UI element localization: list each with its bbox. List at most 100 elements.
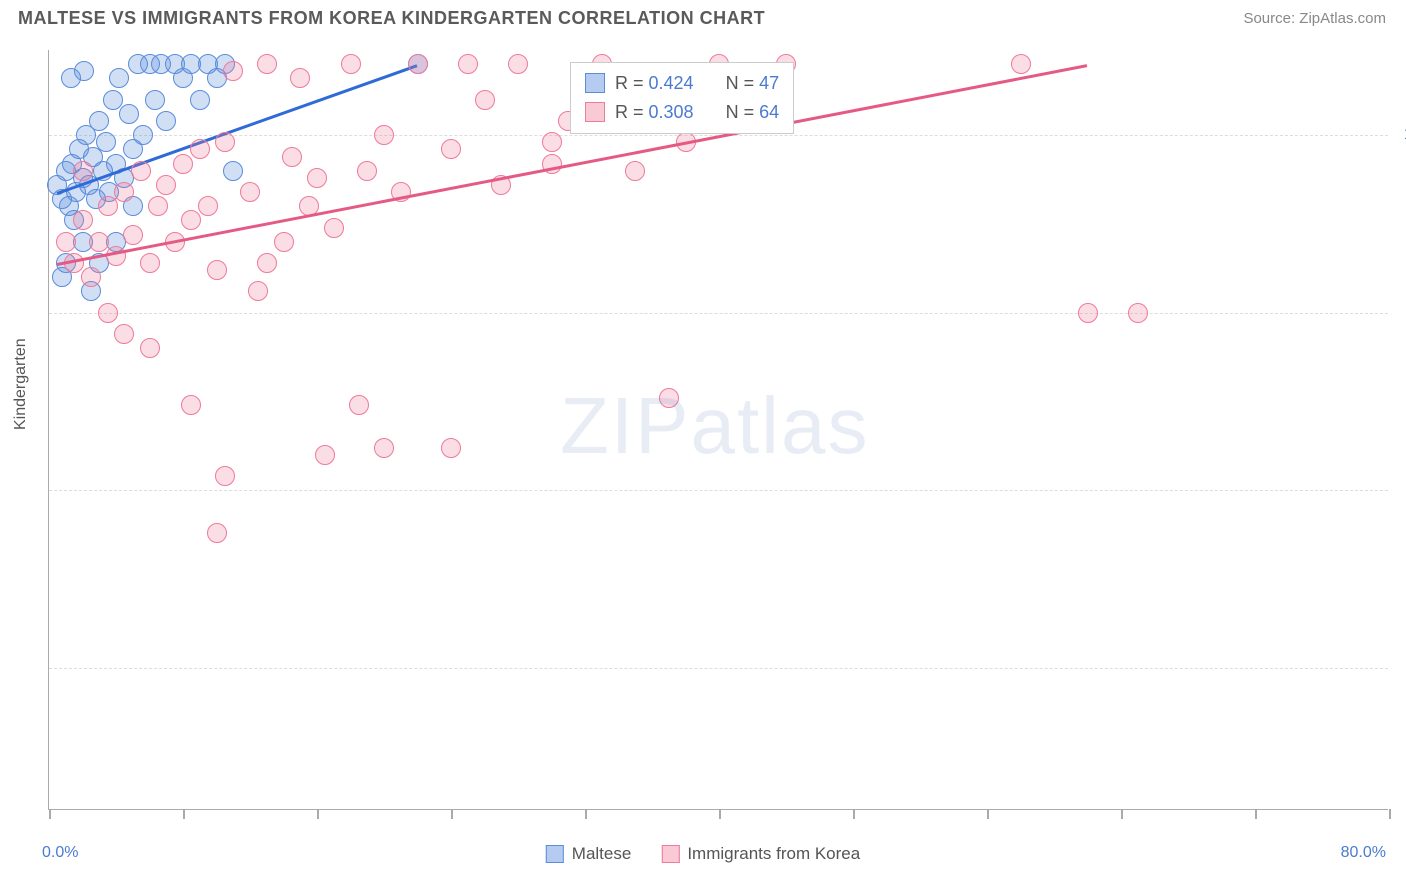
scatter-point bbox=[109, 68, 129, 88]
x-tick bbox=[719, 809, 721, 819]
scatter-point bbox=[207, 260, 227, 280]
scatter-point bbox=[74, 61, 94, 81]
scatter-point bbox=[441, 139, 461, 159]
scatter-point bbox=[357, 161, 377, 181]
scatter-point bbox=[131, 161, 151, 181]
legend-bottom: Maltese Immigrants from Korea bbox=[546, 844, 860, 864]
stats-swatch bbox=[585, 102, 605, 122]
scatter-point bbox=[374, 438, 394, 458]
legend-item: Immigrants from Korea bbox=[661, 844, 860, 864]
x-tick bbox=[853, 809, 855, 819]
scatter-point bbox=[374, 125, 394, 145]
scatter-point bbox=[223, 161, 243, 181]
scatter-point bbox=[114, 182, 134, 202]
scatter-point bbox=[103, 90, 123, 110]
scatter-point bbox=[215, 132, 235, 152]
x-axis-min-label: 0.0% bbox=[42, 844, 78, 862]
x-tick bbox=[183, 809, 185, 819]
scatter-point bbox=[1128, 303, 1148, 323]
scatter-point bbox=[89, 111, 109, 131]
gridline-horizontal bbox=[49, 490, 1388, 491]
scatter-point bbox=[156, 175, 176, 195]
scatter-point bbox=[81, 267, 101, 287]
scatter-point bbox=[659, 388, 679, 408]
scatter-point bbox=[181, 210, 201, 230]
stats-r-label: R = 0.424 bbox=[615, 69, 694, 98]
scatter-point bbox=[441, 438, 461, 458]
stats-row: R = 0.424 N = 47 bbox=[585, 69, 779, 98]
scatter-point bbox=[190, 90, 210, 110]
scatter-point bbox=[73, 161, 93, 181]
scatter-point bbox=[274, 232, 294, 252]
scatter-point bbox=[133, 125, 153, 145]
legend-label: Immigrants from Korea bbox=[687, 844, 860, 864]
scatter-point bbox=[140, 253, 160, 273]
scatter-point bbox=[114, 324, 134, 344]
scatter-point bbox=[89, 232, 109, 252]
scatter-point bbox=[145, 90, 165, 110]
scatter-point bbox=[1011, 54, 1031, 74]
scatter-point bbox=[98, 196, 118, 216]
scatter-point bbox=[257, 54, 277, 74]
source-label: Source: ZipAtlas.com bbox=[1243, 10, 1386, 27]
scatter-point bbox=[307, 168, 327, 188]
scatter-point bbox=[96, 132, 116, 152]
scatter-point bbox=[248, 281, 268, 301]
x-axis-max-label: 80.0% bbox=[1341, 844, 1386, 862]
scatter-point bbox=[73, 210, 93, 230]
scatter-point bbox=[156, 111, 176, 131]
legend-swatch bbox=[546, 845, 564, 863]
scatter-point bbox=[215, 466, 235, 486]
scatter-point bbox=[315, 445, 335, 465]
scatter-point bbox=[324, 218, 344, 238]
y-axis-title: Kindergarten bbox=[12, 338, 30, 430]
scatter-point bbox=[257, 253, 277, 273]
x-tick bbox=[585, 809, 587, 819]
scatter-point bbox=[119, 104, 139, 124]
scatter-point bbox=[542, 132, 562, 152]
stats-n-label: N = 47 bbox=[726, 69, 780, 98]
scatter-point bbox=[341, 54, 361, 74]
x-tick bbox=[1255, 809, 1257, 819]
x-tick bbox=[1121, 809, 1123, 819]
scatter-point bbox=[173, 154, 193, 174]
legend-item: Maltese bbox=[546, 844, 632, 864]
stats-r-label: R = 0.308 bbox=[615, 98, 694, 127]
scatter-point bbox=[625, 161, 645, 181]
scatter-point bbox=[181, 395, 201, 415]
x-tick bbox=[987, 809, 989, 819]
scatter-point bbox=[223, 61, 243, 81]
scatter-point bbox=[148, 196, 168, 216]
legend-swatch bbox=[661, 845, 679, 863]
scatter-point bbox=[207, 523, 227, 543]
scatter-point bbox=[282, 147, 302, 167]
scatter-point bbox=[198, 196, 218, 216]
stats-box: R = 0.424 N = 47 R = 0.308 N = 64 bbox=[570, 62, 794, 134]
scatter-point bbox=[240, 182, 260, 202]
stats-row: R = 0.308 N = 64 bbox=[585, 98, 779, 127]
gridline-horizontal bbox=[49, 668, 1388, 669]
scatter-point bbox=[123, 225, 143, 245]
scatter-point bbox=[98, 303, 118, 323]
scatter-point bbox=[190, 139, 210, 159]
chart-header: MALTESE VS IMMIGRANTS FROM KOREA KINDERG… bbox=[0, 0, 1406, 37]
legend-label: Maltese bbox=[572, 844, 632, 864]
scatter-point bbox=[56, 232, 76, 252]
x-tick bbox=[317, 809, 319, 819]
scatter-point bbox=[458, 54, 478, 74]
stats-swatch bbox=[585, 73, 605, 93]
scatter-point bbox=[140, 338, 160, 358]
gridline-horizontal bbox=[49, 313, 1388, 314]
plot-area: 100.0%97.5%95.0%92.5% bbox=[48, 50, 1388, 810]
scatter-point bbox=[349, 395, 369, 415]
x-tick bbox=[49, 809, 51, 819]
scatter-point bbox=[290, 68, 310, 88]
chart-title: MALTESE VS IMMIGRANTS FROM KOREA KINDERG… bbox=[18, 8, 765, 29]
scatter-point bbox=[1078, 303, 1098, 323]
x-tick bbox=[1389, 809, 1391, 819]
stats-n-label: N = 64 bbox=[726, 98, 780, 127]
scatter-point bbox=[475, 90, 495, 110]
scatter-point bbox=[508, 54, 528, 74]
scatter-point bbox=[408, 54, 428, 74]
x-tick bbox=[451, 809, 453, 819]
